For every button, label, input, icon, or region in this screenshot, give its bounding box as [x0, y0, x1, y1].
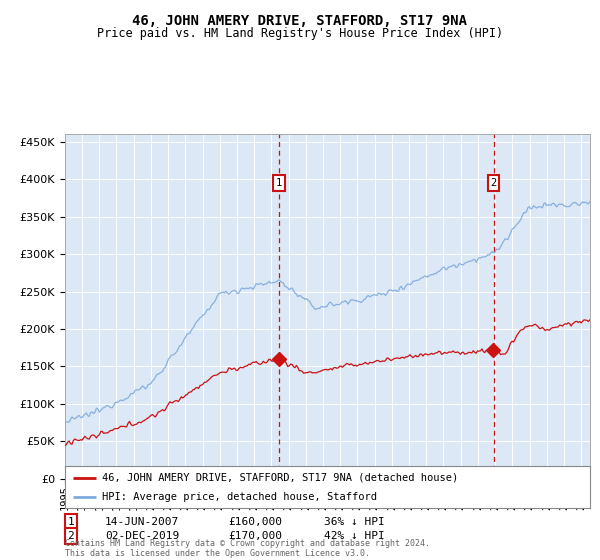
- Text: £160,000: £160,000: [228, 517, 282, 527]
- Text: 2: 2: [67, 531, 74, 541]
- Text: 36% ↓ HPI: 36% ↓ HPI: [324, 517, 385, 527]
- Text: 1: 1: [67, 517, 74, 527]
- Text: 42% ↓ HPI: 42% ↓ HPI: [324, 531, 385, 541]
- Text: 1: 1: [276, 178, 282, 188]
- Text: £170,000: £170,000: [228, 531, 282, 541]
- Text: 14-JUN-2007: 14-JUN-2007: [105, 517, 179, 527]
- Text: Price paid vs. HM Land Registry's House Price Index (HPI): Price paid vs. HM Land Registry's House …: [97, 27, 503, 40]
- Text: Contains HM Land Registry data © Crown copyright and database right 2024.
This d: Contains HM Land Registry data © Crown c…: [65, 539, 430, 558]
- Text: 46, JOHN AMERY DRIVE, STAFFORD, ST17 9NA (detached house): 46, JOHN AMERY DRIVE, STAFFORD, ST17 9NA…: [101, 473, 458, 483]
- Text: 46, JOHN AMERY DRIVE, STAFFORD, ST17 9NA: 46, JOHN AMERY DRIVE, STAFFORD, ST17 9NA: [133, 14, 467, 28]
- Text: 2: 2: [491, 178, 497, 188]
- Text: 02-DEC-2019: 02-DEC-2019: [105, 531, 179, 541]
- Text: HPI: Average price, detached house, Stafford: HPI: Average price, detached house, Staf…: [101, 492, 377, 502]
